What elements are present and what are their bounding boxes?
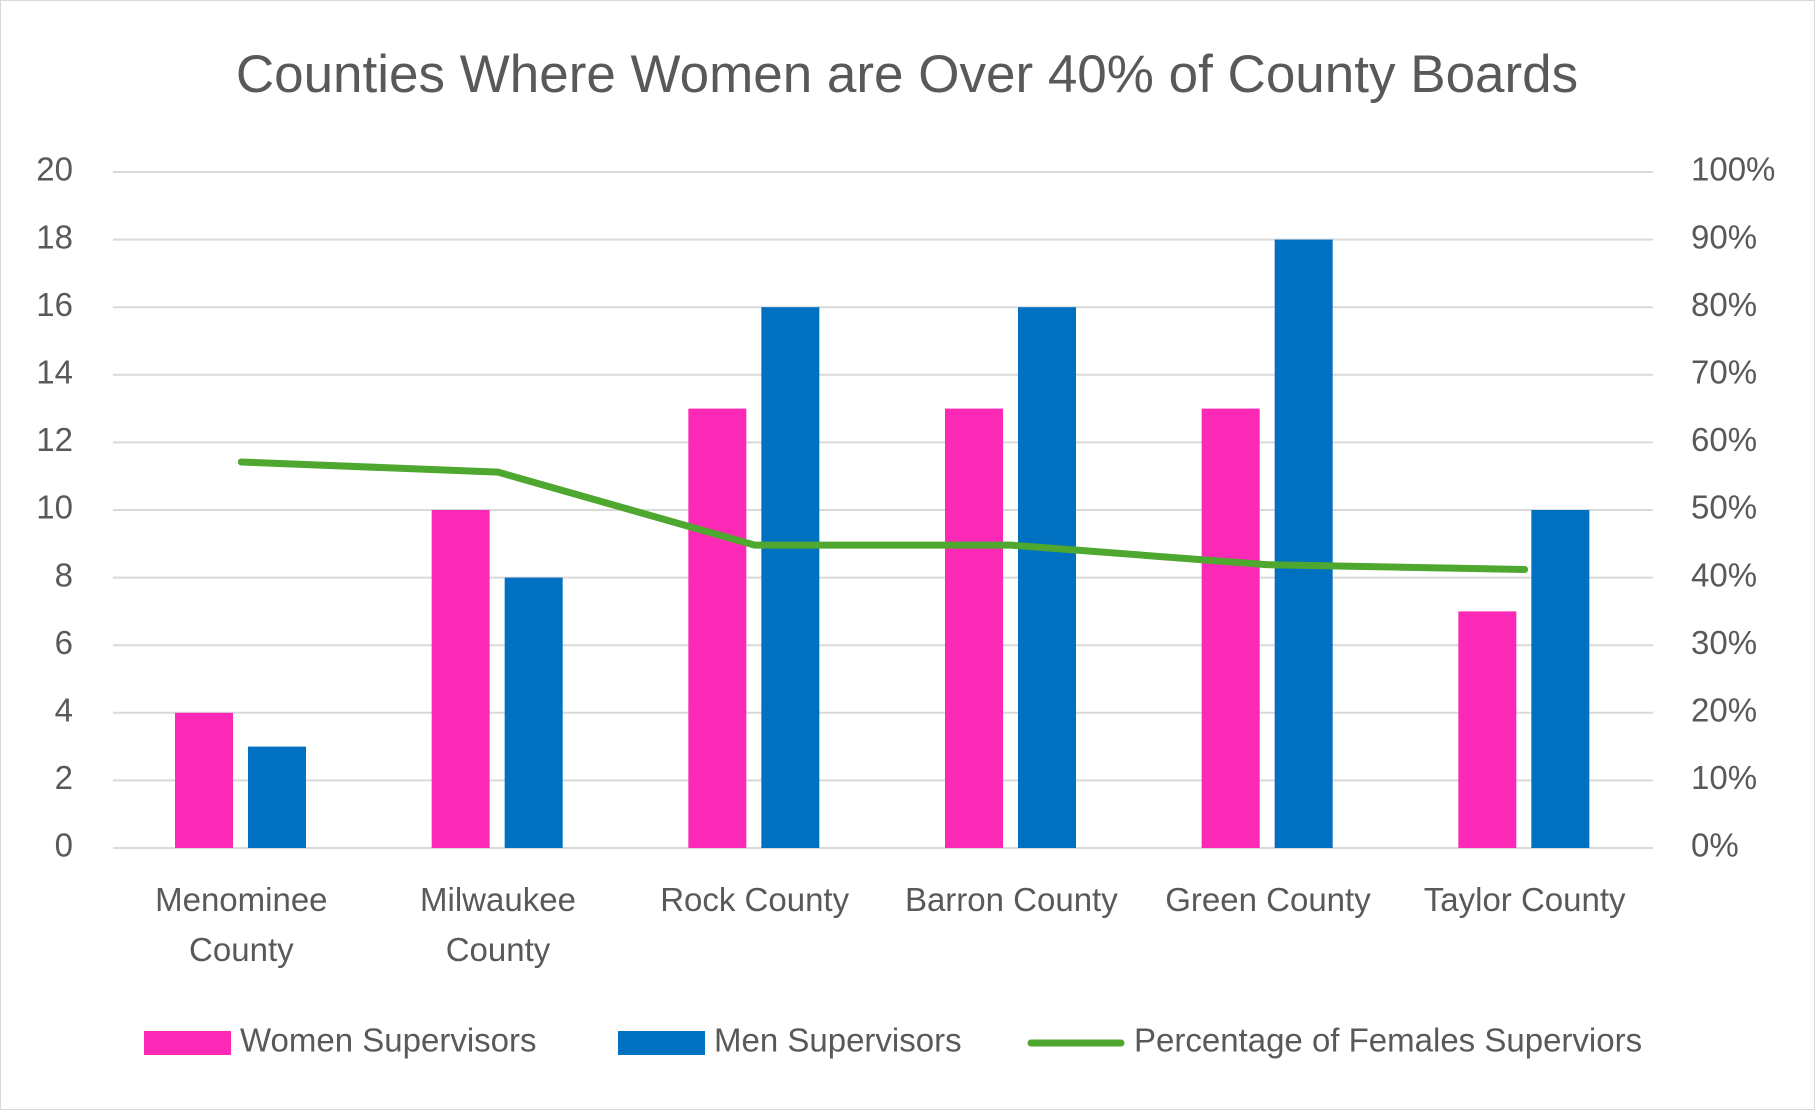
y2-tick-label: 90% — [1691, 218, 1757, 255]
y2-tick-label: 70% — [1691, 354, 1757, 391]
x-tick-label: Rock County — [660, 881, 850, 918]
x-tick-label: Barron County — [904, 881, 1118, 918]
x-tick-label: Taylor County — [1423, 881, 1626, 918]
y-tick-label: 0 — [55, 827, 73, 864]
line-series — [237, 458, 1529, 573]
bar — [1201, 408, 1260, 848]
y2-tick-label: 60% — [1691, 421, 1757, 458]
y2-tick-label: 40% — [1691, 556, 1757, 593]
legend-label: Men Supervisors — [714, 1022, 962, 1059]
y-tick-label: 4 — [55, 692, 73, 729]
bar — [175, 712, 233, 848]
x-tick-label: Milwaukee County — [420, 881, 576, 968]
y-tick-label: 12 — [36, 421, 73, 458]
legend-label: Women Supervisors — [240, 1022, 537, 1059]
y2-tick-label: 30% — [1691, 624, 1757, 661]
chart-title: Counties Where Women are Over 40% of Cou… — [236, 45, 1578, 104]
x-tick-label: Green County — [1165, 881, 1371, 918]
bar — [1458, 611, 1517, 848]
bar — [761, 307, 820, 848]
y2-tick-label: 80% — [1691, 286, 1757, 323]
y2-tick-label: 20% — [1691, 692, 1757, 729]
bar — [248, 746, 306, 848]
y2-tick-label: 10% — [1691, 759, 1757, 796]
y2-tick-label: 100% — [1691, 151, 1775, 188]
bar — [504, 577, 563, 848]
bar — [1531, 510, 1590, 848]
y-tick-label: 6 — [55, 624, 73, 661]
y-tick-label: 20 — [36, 151, 73, 188]
y-tick-label: 2 — [55, 759, 73, 796]
bar — [431, 510, 490, 848]
y-tick-label: 16 — [36, 286, 73, 323]
y-tick-label: 14 — [36, 354, 73, 391]
x-tick-label: Menominee County — [155, 881, 328, 968]
y-tick-label: 18 — [36, 218, 73, 255]
legend-swatch — [618, 1031, 705, 1055]
bar — [1018, 307, 1076, 848]
y2-tick-label: 0% — [1691, 827, 1739, 864]
legend-swatch — [144, 1031, 231, 1055]
y-tick-label: 10 — [36, 489, 73, 526]
legend-label: Percentage of Females Superviors — [1134, 1022, 1642, 1059]
bar — [1274, 239, 1333, 849]
bar — [945, 408, 1003, 848]
bar — [688, 408, 747, 848]
y-tick-label: 8 — [55, 556, 73, 593]
y2-tick-label: 50% — [1691, 489, 1757, 526]
